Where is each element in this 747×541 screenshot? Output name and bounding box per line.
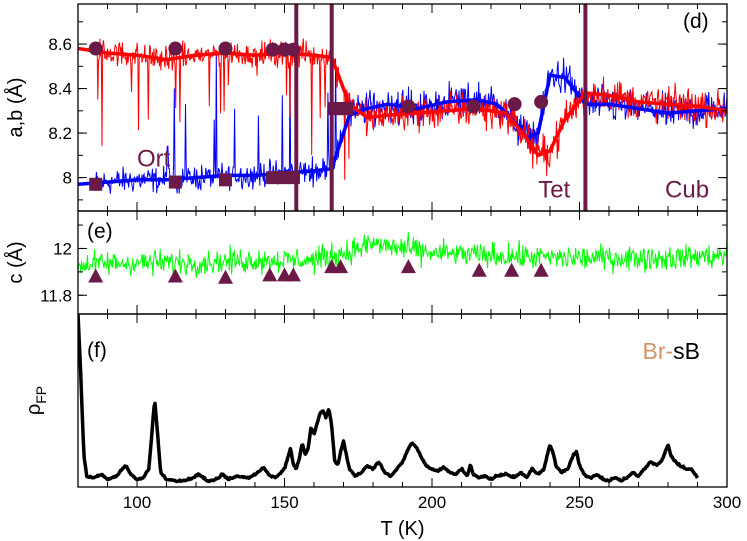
c-data-point — [167, 268, 183, 283]
y-axis-title: ρFP — [23, 386, 49, 415]
phase-label: Cub — [665, 177, 709, 204]
phase-label: Ort — [137, 145, 171, 172]
panel-label: (f) — [87, 339, 107, 362]
c-data-point — [400, 259, 416, 274]
plot-area — [78, 232, 727, 284]
c-noise-trace — [78, 232, 727, 279]
b-data-point — [266, 171, 280, 185]
y-axis-title-subscript: FP — [33, 386, 49, 404]
y-tick-label: 12 — [53, 239, 72, 258]
a-data-point — [88, 41, 103, 56]
c-data-point — [262, 267, 278, 282]
c-data-point — [88, 268, 104, 283]
a-data-point — [286, 42, 301, 57]
b-noise-trace — [95, 50, 727, 194]
b-data-point — [219, 173, 232, 187]
legend-prefix: Br- — [642, 338, 673, 364]
y-tick-label: 8.6 — [48, 35, 72, 54]
y-axis-title: a,b (Å) — [4, 77, 27, 137]
c-data-point — [504, 262, 520, 277]
c-data-point — [218, 269, 233, 284]
legend-suffix: sB — [673, 338, 700, 364]
c-data-point — [333, 259, 349, 274]
a-data-point — [507, 97, 522, 112]
c-data-point — [533, 262, 549, 277]
rho-fp-line — [78, 314, 700, 484]
a-data-point — [168, 41, 183, 56]
y-tick-label: 8.4 — [48, 80, 72, 99]
legend-text: Br-sB — [642, 338, 700, 364]
x-tick-label: 150 — [270, 493, 298, 512]
x-tick-label: 200 — [418, 493, 446, 512]
b-data-point — [89, 177, 103, 191]
phase-label: Tet — [538, 177, 570, 204]
b-average-line — [78, 73, 727, 187]
y-axis-title: c (Å) — [4, 241, 27, 283]
a-data-point — [265, 42, 280, 57]
plot-area — [78, 4, 727, 211]
y-tick-label: 8.2 — [48, 124, 72, 143]
y-axis-title-main: ρ — [23, 404, 45, 415]
x-tick-label: 100 — [123, 493, 151, 512]
panel-label: (d) — [683, 10, 709, 33]
c-data-point — [471, 262, 487, 277]
panel-d: Ort Tet Cub 8 8.2 8.4 8.6 (d) a,b (Å) — [4, 3, 728, 212]
b-data-point — [168, 175, 182, 189]
a-data-point — [466, 99, 481, 114]
a-data-point — [401, 99, 416, 114]
plot-area — [78, 314, 700, 484]
x-tick-label: 250 — [565, 493, 593, 512]
b-data-point — [286, 171, 300, 185]
x-axis-title: T (K) — [380, 518, 424, 540]
c-data-point — [285, 267, 301, 282]
x-tick-label: 300 — [713, 493, 741, 512]
a-average-line — [78, 46, 727, 158]
y-tick-label: 8 — [63, 169, 72, 188]
y-tick-label: 11.8 — [40, 286, 72, 305]
b-data-point — [339, 102, 353, 116]
panel-e: 11.8 12 (e) c (Å) — [4, 210, 728, 315]
a-data-point — [218, 41, 233, 56]
panel-label: (e) — [87, 220, 113, 243]
panel-f: (f) ρFP 100 150 200 250 300 T (K) Br-sB — [23, 313, 741, 540]
a-data-point — [534, 94, 549, 109]
